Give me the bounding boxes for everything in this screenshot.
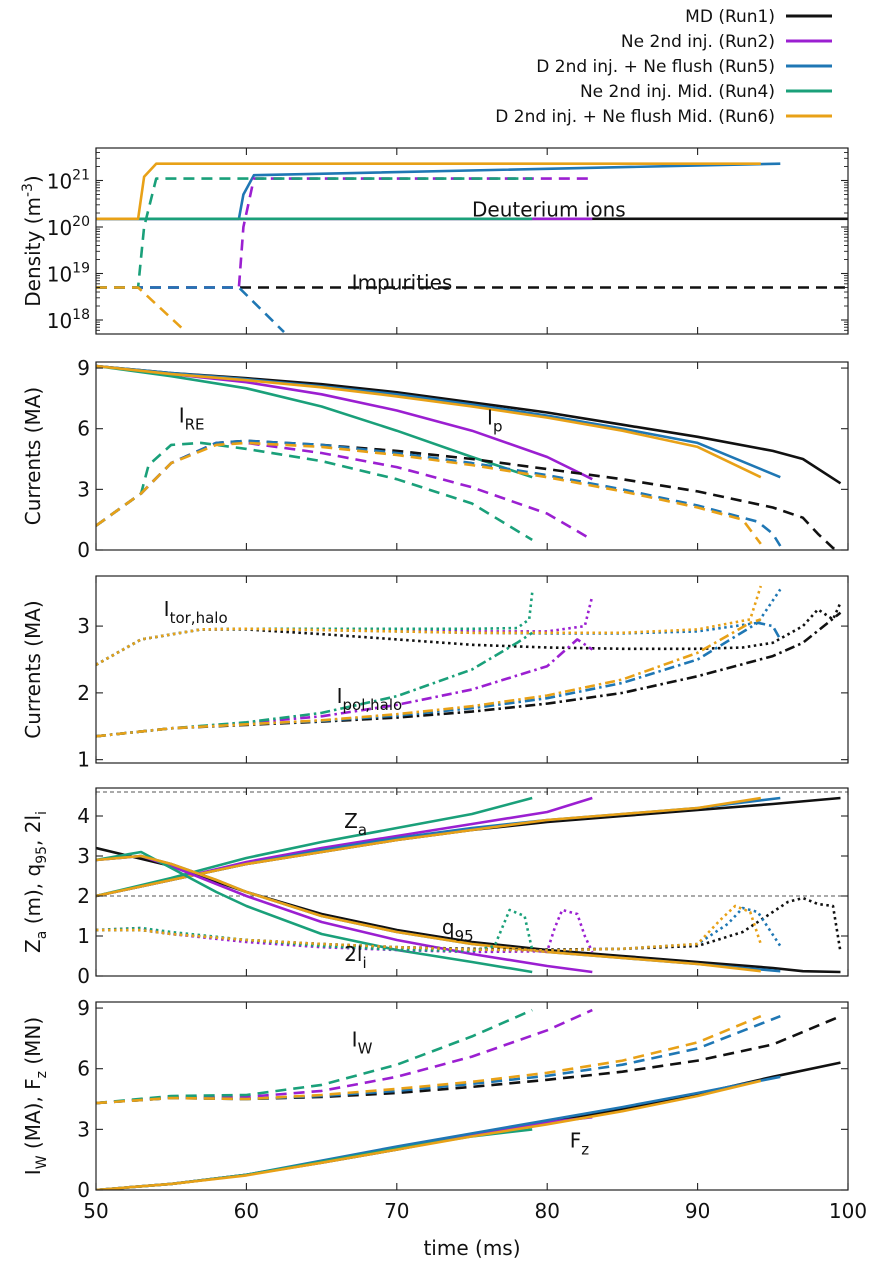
series-run6-dashed (96, 441, 762, 545)
series-run4-solid (96, 796, 533, 898)
annotation: IW (352, 1027, 373, 1057)
y-axis-label: Density (m-3) (20, 175, 45, 306)
series-run1-dashed (96, 439, 841, 550)
y-tick-label: 1019 (47, 261, 90, 287)
y-tick-label: 9 (77, 996, 90, 1020)
annotation: Fz (570, 1129, 590, 1159)
x-tick-label: 100 (829, 1199, 867, 1223)
series-run2-dashdot (96, 638, 594, 738)
y-tick-label: 3 (77, 477, 90, 501)
annotation: Ipol,halo (337, 684, 403, 714)
legend-label: Ne 2nd inj. (Run2) (621, 32, 775, 52)
series-group (96, 1008, 842, 1190)
y-tick-label: 1 (77, 924, 90, 948)
series-run4-dotted (96, 592, 534, 666)
plot-frame (95, 575, 849, 764)
annotation: Deuterium ions (472, 197, 626, 221)
plot-frame (95, 361, 849, 551)
legend-label: Ne 2nd inj. Mid. (Run4) (580, 82, 775, 102)
series-group (96, 796, 842, 974)
y-tick-label: 0 (77, 964, 90, 988)
y-tick-label: 1018 (47, 307, 90, 333)
panel-4: 0 1 2 3 4 Za (m), q95, 2li Za q95 2li (21, 787, 849, 988)
annotation: Itor,halo (164, 597, 228, 627)
y-tick-label: 1020 (47, 214, 90, 240)
series-run5-dotted (96, 588, 782, 666)
y-tick-label: 9 (77, 356, 90, 380)
plot-frame (95, 147, 849, 335)
legend: MD (Run1) Ne 2nd inj. (Run2) D 2nd inj. + … (495, 7, 832, 127)
y-tick-label: 3 (77, 1117, 90, 1141)
x-axis-label: time (ms) (423, 1236, 520, 1260)
legend-label: D 2nd inj. + Ne flush (Run5) (536, 57, 775, 77)
series-run4-dashdot (96, 631, 533, 738)
series-run6-solid (96, 364, 762, 479)
panel-3: 1 2 3 Currents (MA) Itor,halo Ipol,halo (21, 575, 849, 772)
series-run5-dashed (96, 286, 285, 334)
series-run4-dashed (96, 177, 533, 289)
y-axis-label: IW (MA), Fz (MN) (21, 1017, 50, 1175)
y-tick-label: 1021 (47, 168, 90, 194)
y-axis-label: Currents (MA) (21, 387, 45, 525)
series-run2-dashed (96, 177, 593, 289)
y-tick-label: 6 (77, 1057, 90, 1081)
series-run1-solid (96, 1061, 841, 1190)
series-run5-dashdot (96, 621, 782, 738)
series-group (96, 364, 842, 550)
series-run2-dotted (96, 595, 594, 666)
series-run6-solid (96, 1079, 762, 1190)
x-tick-label: 70 (384, 1199, 409, 1223)
series-run4-dashed (96, 1008, 533, 1105)
y-tick-label: 1 (77, 748, 90, 772)
panel-5: 0 3 6 9 50 60 70 80 90 100 time (ms) IW (MA), Fz (M… (21, 996, 867, 1260)
series-run5-solid (96, 162, 781, 221)
x-tick-label: 60 (234, 1199, 259, 1223)
plot-frame (95, 787, 849, 977)
annotation: 2li (344, 942, 366, 972)
y-tick-label: 0 (77, 538, 90, 562)
y-tick-label: 2 (77, 884, 90, 908)
legend-label: D 2nd inj. + Ne flush Mid. (Run6) (495, 107, 775, 127)
y-tick-label: 0 (77, 1178, 90, 1202)
series-run6-dotted (96, 904, 763, 952)
series-group (96, 162, 848, 334)
annotation: Za (344, 809, 367, 839)
annotation: Ip (487, 406, 502, 436)
series-run6-dashed (96, 1014, 762, 1105)
series-run4-dotted (96, 908, 534, 953)
series-run4-dashed (96, 441, 533, 542)
annotation: Impurities (352, 271, 453, 295)
series-run6-dotted (96, 585, 763, 666)
series-run6-dashed (96, 286, 188, 334)
legend-label: MD (Run1) (685, 7, 775, 27)
series-run6-dashdot (96, 618, 762, 738)
y-tick-label: 3 (77, 844, 90, 868)
series-run2-dashed (96, 1008, 593, 1105)
x-tick-label: 90 (685, 1199, 710, 1223)
panel-2: 0 3 6 9 Currents (MA) IRE Ip (21, 356, 849, 562)
series-run6-solid (96, 162, 761, 221)
series-run2-dashed (96, 441, 593, 542)
y-axis-label: Currents (MA) (21, 600, 45, 738)
annotation: IRE (179, 404, 205, 434)
series-run6-solid (96, 796, 762, 898)
y-tick-label: 4 (77, 804, 90, 828)
series-run6-solid (96, 854, 761, 973)
x-tick-label: 50 (83, 1199, 108, 1223)
x-tick-label: 80 (534, 1199, 559, 1223)
plot-frame (95, 1001, 849, 1191)
y-axis-label: Za (m), q95, 2li (21, 811, 50, 953)
series-run5-solid (96, 1075, 781, 1190)
y-tick-label: 6 (77, 417, 90, 441)
y-tick-label: 2 (77, 681, 90, 705)
series-run4-solid (96, 364, 533, 479)
annotation: q95 (442, 915, 474, 945)
series-run2-dotted (96, 908, 594, 954)
series-group (96, 585, 842, 738)
y-tick-label: 3 (77, 614, 90, 638)
